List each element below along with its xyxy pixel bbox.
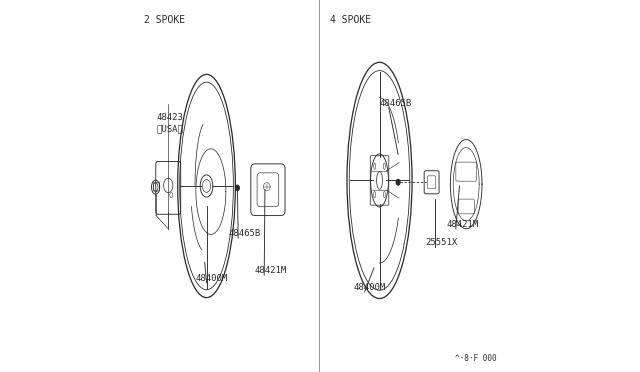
Text: 48421M: 48421M bbox=[255, 266, 287, 275]
Text: 48423
（USA）: 48423 （USA） bbox=[156, 113, 183, 133]
Text: 48465B: 48465B bbox=[229, 229, 261, 238]
Ellipse shape bbox=[396, 180, 400, 185]
Text: 48421M: 48421M bbox=[447, 220, 479, 229]
Text: ^·8·F 000: ^·8·F 000 bbox=[455, 354, 497, 363]
Text: 4 SPOKE: 4 SPOKE bbox=[330, 15, 372, 25]
Text: 48465B: 48465B bbox=[380, 99, 412, 108]
Ellipse shape bbox=[236, 185, 239, 190]
Text: 25551X: 25551X bbox=[425, 238, 458, 247]
Text: 2 SPOKE: 2 SPOKE bbox=[145, 15, 186, 25]
Text: 48400M: 48400M bbox=[353, 283, 386, 292]
Text: 48400M: 48400M bbox=[195, 274, 228, 283]
